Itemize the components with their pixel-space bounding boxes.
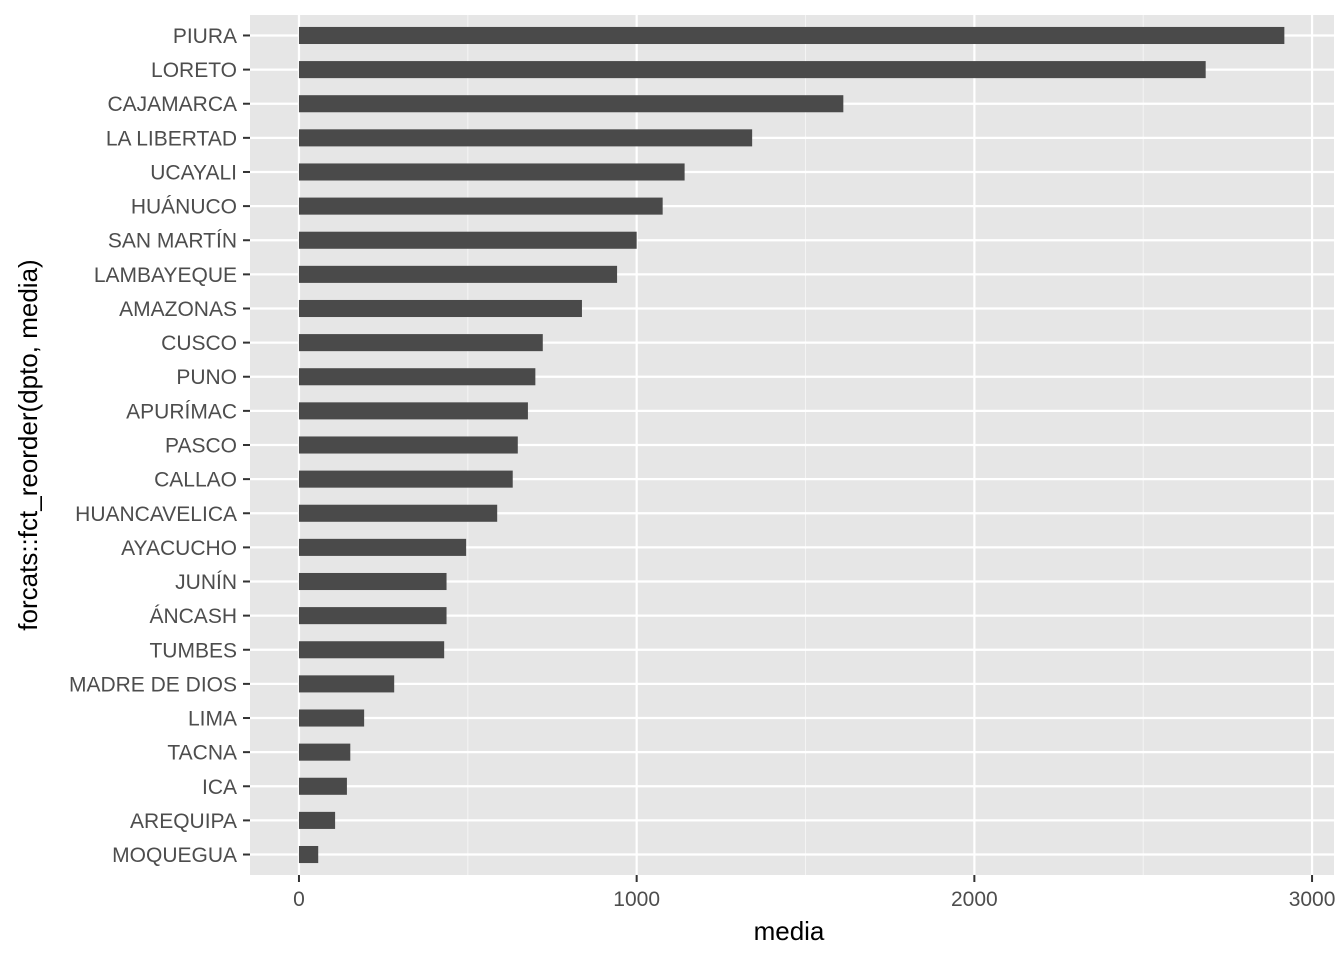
y-axis: PIURA LORETO CAJAMARCA LA LIBERTAD UCAYALI HU… [69, 25, 250, 867]
bar [298, 538, 467, 556]
bar [298, 436, 518, 454]
y-tick-label: TACNA [167, 742, 237, 765]
bar [298, 709, 365, 727]
bar [298, 368, 536, 386]
bar [298, 675, 395, 693]
x-tick-label: 3000 [1289, 888, 1336, 911]
bar [298, 95, 844, 113]
y-tick-label: MOQUEGUA [112, 844, 237, 867]
y-tick-label: HUANCAVELICA [75, 503, 237, 526]
y-tick-label: AREQUIPA [130, 810, 237, 833]
bar [298, 231, 637, 249]
y-tick-label: AMAZONAS [119, 298, 237, 321]
y-tick-label: PASCO [165, 435, 237, 458]
y-tick-label: LAMBAYEQUE [94, 264, 237, 287]
bar [298, 265, 618, 283]
bar [298, 163, 685, 181]
y-tick-label: MADRE DE DIOS [69, 673, 237, 696]
y-tick-label: PUNO [176, 366, 237, 389]
x-tick-label: 2000 [951, 888, 998, 911]
y-tick-label: CAJAMARCA [107, 93, 237, 116]
bars [298, 26, 1285, 864]
bar [298, 26, 1285, 45]
bar [298, 470, 513, 488]
y-tick-label: TUMBES [149, 639, 237, 662]
bar [298, 607, 447, 625]
x-tick-label: 1000 [613, 888, 660, 911]
bar [298, 299, 582, 318]
y-tick-label: LORETO [151, 59, 237, 82]
y-tick-label: ÁNCASH [149, 605, 237, 628]
y-tick-label: ICA [202, 776, 237, 799]
bar [298, 197, 663, 215]
y-tick-label: HUÁNUCO [131, 196, 237, 219]
bar [298, 129, 753, 147]
y-tick-label: AYACUCHO [121, 537, 237, 560]
bar [298, 572, 447, 591]
bar [298, 504, 498, 522]
bar [298, 777, 347, 795]
y-tick-label: CALLAO [154, 469, 237, 492]
y-tick-label: LIMA [188, 708, 237, 731]
y-axis-title: forcats::fct_reorder(dpto, media) [13, 259, 43, 630]
x-axis-title: media [754, 916, 825, 946]
y-tick-label: APURÍMAC [126, 400, 237, 423]
y-tick-label: LA LIBERTAD [106, 127, 237, 150]
bar [298, 641, 445, 659]
x-tick-label: 0 [293, 888, 305, 911]
bar [298, 811, 336, 829]
y-tick-label: SAN MARTÍN [108, 230, 237, 253]
bar [298, 61, 1206, 79]
bar [298, 845, 319, 864]
y-tick-label: PIURA [173, 25, 237, 48]
bar [298, 334, 543, 352]
bar [298, 743, 351, 761]
y-tick-label: JUNÍN [175, 571, 237, 594]
bar [298, 402, 528, 420]
x-axis: 0 1000 2000 3000 [293, 875, 1335, 911]
y-tick-label: UCAYALI [150, 161, 237, 184]
y-tick-label: CUSCO [161, 332, 237, 355]
